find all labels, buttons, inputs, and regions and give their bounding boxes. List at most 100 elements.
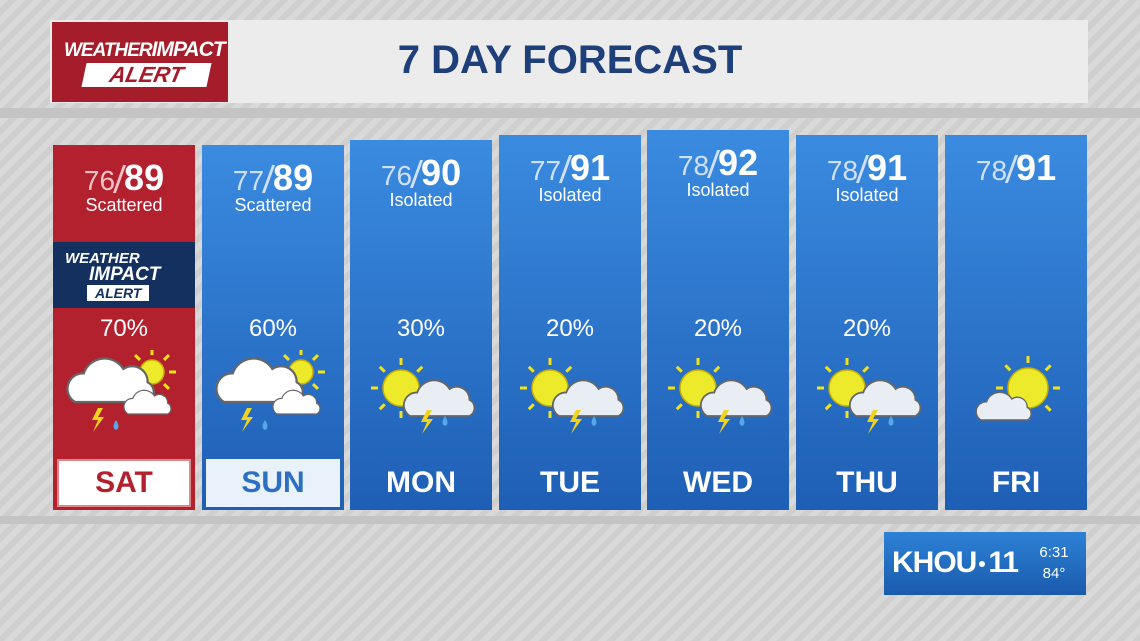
icon-part (570, 410, 582, 434)
weather-icon (817, 358, 922, 434)
dot (979, 561, 986, 568)
temperatures: 78 92 (647, 142, 789, 183)
weather-icon (520, 358, 625, 434)
icon-part (848, 379, 922, 417)
icon-part (162, 382, 171, 391)
icon-part (862, 365, 870, 373)
icon-part (1044, 364, 1052, 372)
day-card: 78 91 Isolated 20% THU (796, 135, 938, 510)
weather-icon (215, 350, 325, 432)
weather-icon (371, 358, 476, 434)
precip-chance: 60% (248, 315, 298, 342)
icon-part (551, 379, 625, 417)
icon-part (92, 408, 104, 432)
icon-part (527, 403, 535, 411)
weather-icon (668, 358, 773, 434)
icon-part (378, 403, 386, 411)
station-number: 11 (988, 546, 1019, 579)
low-temp: 78 (826, 155, 859, 186)
condition: Isolated (835, 185, 899, 205)
day-label: FRI (991, 466, 1041, 499)
temperatures: 77 91 (499, 147, 641, 188)
condition: Isolated (389, 190, 453, 210)
icon-part (675, 403, 683, 411)
current-temp: 84° (1042, 565, 1066, 582)
day-label: SUN (206, 459, 340, 507)
alert-text: WEATHER (65, 250, 140, 267)
temperatures: 76 89 (53, 157, 195, 198)
icon-part (272, 389, 321, 415)
condition: Scattered (234, 195, 312, 215)
high-temp: 92 (718, 142, 759, 183)
icon-part (442, 416, 448, 426)
station-logo: KHOU 11 (892, 546, 1019, 580)
logo: WEATHERIMPACT ALERT (52, 22, 228, 102)
icon-part (551, 379, 625, 417)
logo-line: WEATHERIMPACT (64, 38, 226, 62)
high-temp: 91 (867, 147, 908, 188)
icon-part (123, 389, 172, 415)
icon-part (402, 379, 476, 417)
icon-part (272, 389, 321, 415)
high-temp: 89 (124, 157, 165, 198)
time: 6:31 (1039, 544, 1069, 561)
day-label: THU (836, 466, 898, 499)
precip-chance: 30% (396, 315, 446, 342)
high-temp: 89 (273, 157, 314, 198)
icon-part (1044, 404, 1052, 412)
alert-text: ALERT (87, 285, 150, 301)
icon-part (591, 416, 597, 426)
station-bug: KHOU 11 6:31 84° (884, 532, 1086, 595)
condition: Isolated (538, 185, 602, 205)
low-temp: 76 (83, 165, 116, 196)
day-card: 77 89 Scattered 60% SUN (202, 145, 344, 510)
icon-part (215, 357, 304, 404)
condition: Isolated (686, 180, 750, 200)
icon-part (215, 357, 304, 404)
low-temp: 76 (380, 160, 413, 191)
temperatures: 76 90 (350, 152, 492, 193)
low-temp: 77 (232, 165, 265, 196)
icon-part (113, 420, 119, 430)
icon-part (162, 353, 171, 362)
low-temp: 77 (529, 155, 562, 186)
icon-part (713, 365, 721, 373)
temperatures: 78 91 (945, 147, 1087, 188)
weather-icon (66, 350, 176, 432)
icon-part (848, 379, 922, 417)
precip-chance: 20% (842, 315, 892, 342)
low-temp: 78 (975, 155, 1008, 186)
icon-part (402, 379, 476, 417)
icon-part (739, 416, 745, 426)
condition: Scattered (85, 195, 163, 215)
high-temp: 90 (421, 152, 462, 193)
icon-part (527, 365, 535, 373)
icon-part (1004, 364, 1012, 372)
alert-badge: WEATHER IMPACT ALERT (53, 242, 195, 308)
icon-part (311, 382, 320, 391)
icon-part (378, 365, 386, 373)
day-card: 78 91 FRI (945, 135, 1087, 510)
low-temp: 78 (677, 150, 710, 181)
stripe (0, 516, 1140, 524)
day-label: WED (683, 466, 753, 499)
icon-part (66, 357, 155, 404)
logo-text: WEATHER (64, 40, 153, 61)
title: 7 DAY FORECAST (397, 38, 743, 82)
icon-part (262, 420, 268, 430)
icon-part (133, 353, 142, 362)
icon-part (311, 353, 320, 362)
icon-part (867, 410, 879, 434)
day-label: TUE (540, 466, 600, 499)
icon-part (421, 410, 433, 434)
day-card: 76 90 Isolated 30% MON (350, 140, 492, 510)
day-card: 77 91 Isolated 20% TUE (499, 135, 641, 510)
temperatures: 77 89 (202, 157, 344, 198)
icon-part (824, 365, 832, 373)
day-label: SAT (57, 459, 191, 507)
icon-part (975, 391, 1032, 421)
day-card: 76 89 Scattered 70% WEATHER IMPACT ALERT SAT (53, 145, 195, 510)
icon-part (565, 365, 573, 373)
icon-part (123, 389, 172, 415)
